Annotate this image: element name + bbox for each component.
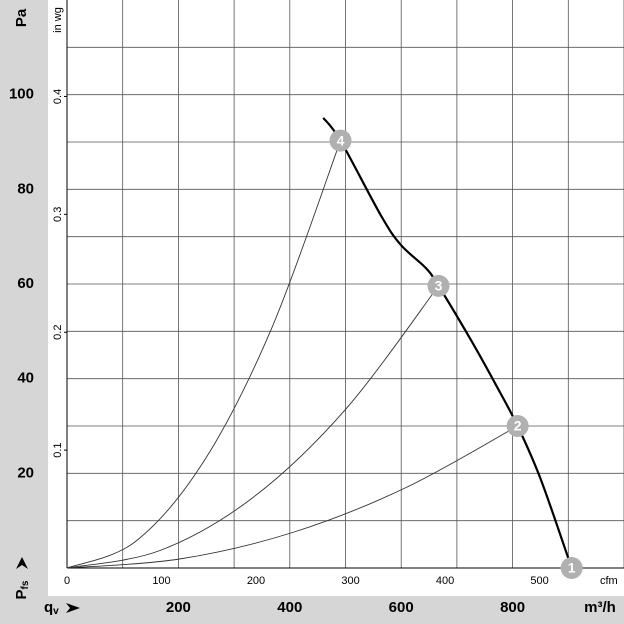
pfs-arrow: [16, 557, 28, 569]
operating-point: [427, 274, 450, 297]
qv-arrow: [66, 603, 80, 613]
pfs-main: P: [13, 589, 30, 599]
point-label: 4: [337, 132, 345, 148]
y-tick-label: 80: [17, 180, 34, 197]
qv-sub: v: [53, 606, 59, 617]
point-label: 3: [435, 278, 443, 294]
y-axis-label: Pa: [13, 8, 30, 27]
y-tick-label: 60: [17, 275, 34, 292]
y-tick-label: 100: [9, 86, 34, 103]
pfs-sub: fs: [20, 580, 31, 589]
qv-label: qv: [44, 599, 59, 617]
y2-tick-label: 0.3: [52, 207, 64, 222]
y-tick-label: 20: [17, 464, 34, 481]
point-label: 1: [568, 560, 576, 576]
y2-axis-label: in wg: [52, 7, 64, 33]
curve: [66, 285, 439, 569]
x2-tick-label: 200: [247, 575, 265, 587]
curve: [66, 425, 518, 569]
curve: [66, 140, 341, 569]
x-axis-label: m³/h: [584, 599, 616, 616]
y-tick-label: 40: [17, 370, 34, 387]
y2-tick-label: 0.1: [52, 442, 64, 457]
point-label: 2: [514, 418, 522, 434]
x-tick-label: 600: [389, 599, 414, 616]
x2-tick-label: 400: [436, 575, 454, 587]
x-tick-label: 200: [166, 599, 191, 616]
operating-point: [329, 129, 352, 152]
x-tick-label: 400: [277, 599, 302, 616]
x2-tick-label: 100: [152, 575, 170, 587]
x2-tick-label: 0: [64, 575, 70, 587]
y2-tick-label: 0.4: [52, 89, 64, 104]
x2-tick-label: 300: [341, 575, 359, 587]
x2-axis-label: cfm: [600, 575, 618, 587]
left-band: [0, 0, 48, 624]
operating-point: [506, 415, 529, 437]
x2-tick-label: 500: [530, 575, 548, 587]
pfs-label: Pfs: [13, 580, 31, 599]
x-tick-label: 800: [500, 599, 525, 616]
y2-tick-label: 0.2: [52, 325, 64, 340]
operating-point: [560, 557, 583, 579]
bottom-band: [0, 596, 624, 624]
qv-main: q: [44, 599, 53, 616]
curve: [322, 117, 573, 569]
